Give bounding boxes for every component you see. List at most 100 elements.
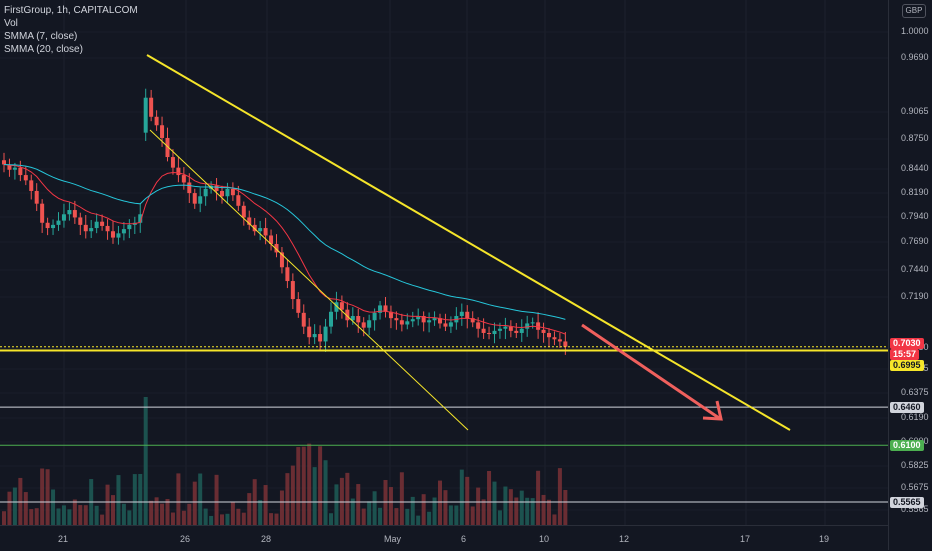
candle-body	[121, 229, 126, 234]
candle-body	[187, 182, 192, 194]
drawings	[146, 54, 791, 431]
volume-bar	[241, 512, 246, 525]
countdown-tag[interactable]: 15:57	[890, 348, 920, 360]
candle-body	[220, 190, 224, 197]
time-tick-label: 10	[539, 534, 550, 544]
candle-body	[383, 305, 388, 312]
price-tick-label: 0.6375	[901, 387, 929, 397]
last-price-tag[interactable]: 0.7030	[890, 337, 924, 349]
candle-body	[111, 231, 115, 238]
volume-bar	[372, 491, 377, 525]
candle-body	[372, 312, 377, 321]
candle-body	[525, 323, 530, 329]
candle-body	[541, 329, 546, 333]
volume-bar	[285, 473, 290, 525]
candle-body	[269, 235, 274, 244]
level-0610-tag[interactable]: 0.6100	[890, 440, 924, 452]
volume-bar	[361, 508, 366, 525]
candle-body	[198, 196, 203, 204]
volume-bar	[492, 481, 497, 525]
volume-bar	[45, 469, 50, 525]
candle-body	[143, 97, 148, 133]
channel-lower-line	[149, 129, 469, 431]
candle-body	[323, 326, 328, 342]
volume-bar	[438, 480, 442, 525]
volume-bar	[236, 508, 241, 525]
level-0646-tag[interactable]: 0.6460	[890, 402, 924, 414]
candle-body	[318, 334, 323, 342]
candle-body	[181, 175, 186, 183]
volume-bar	[209, 515, 214, 525]
candlesticks	[2, 88, 568, 355]
price-tick-label: 0.7190	[901, 291, 929, 301]
price-tick-label: 0.9065	[901, 106, 929, 116]
time-tick-label: 28	[261, 534, 272, 544]
time-axis[interactable]: 21 26 28 May 6 10 12 17 19	[0, 525, 888, 551]
candle-body	[530, 322, 535, 324]
candle-body	[67, 210, 72, 215]
candle-body	[329, 311, 333, 327]
candle-body	[339, 302, 344, 310]
support-level-tag[interactable]: 0.6995	[890, 360, 924, 372]
candle-body	[345, 309, 350, 321]
smma-slow-label[interactable]: SMMA (20, close)	[4, 44, 83, 55]
price-tick-label: 0.8750	[901, 133, 929, 143]
volume-bar	[176, 473, 181, 525]
candle-body	[23, 175, 28, 181]
candle-body	[301, 312, 306, 327]
volume-bar	[296, 447, 301, 525]
candle-body	[536, 322, 541, 330]
candle-body	[94, 221, 99, 229]
candle-body	[116, 233, 121, 238]
level-05565-tag[interactable]: 0.5565	[890, 497, 924, 508]
price-axis[interactable]: 1.0000 0.9690 0.9065 0.8750 0.8440 0.8190 0.79…	[888, 0, 932, 550]
candle-body	[508, 326, 513, 331]
volume-bar	[481, 499, 486, 525]
candle-body	[138, 214, 143, 223]
volume-bar	[432, 497, 437, 525]
candle-body	[290, 281, 295, 300]
volume-bar	[121, 503, 126, 525]
volume-bar	[443, 490, 448, 525]
smma-fast-label[interactable]: SMMA (7, close)	[4, 31, 78, 42]
volume-bar	[220, 514, 224, 525]
candle-body	[519, 328, 524, 333]
chart-canvas[interactable]	[0, 0, 888, 525]
candle-body	[176, 167, 181, 176]
candle-body	[476, 322, 481, 329]
candle-body	[307, 326, 312, 338]
volume-bar	[339, 477, 344, 525]
price-tick-label: 0.5675	[901, 482, 929, 492]
candle-body	[497, 328, 502, 331]
candle-body	[258, 228, 263, 232]
volume-bar	[56, 508, 61, 525]
volume-bar	[367, 501, 372, 525]
candle-body	[40, 203, 45, 223]
candle-body	[241, 205, 246, 218]
candle-body	[72, 210, 77, 218]
volume-bar	[329, 513, 333, 525]
price-chart[interactable]	[0, 0, 888, 525]
volume-bar	[503, 486, 508, 525]
volume-bar	[214, 474, 219, 525]
currency-badge[interactable]: GBP	[902, 4, 926, 18]
symbol-line[interactable]: FirstGroup, 1h, CAPITALCOM	[4, 5, 138, 16]
volume-bar	[290, 465, 295, 525]
candle-body	[18, 167, 23, 176]
volume-bar	[154, 497, 159, 525]
candle-body	[481, 328, 486, 333]
time-tick-label: 19	[819, 534, 830, 544]
volume-bar	[225, 513, 230, 525]
time-tick-label: 26	[180, 534, 191, 544]
price-tick-label: 0.6190	[901, 412, 929, 422]
volume-bar	[247, 493, 252, 525]
volume-label[interactable]: Vol	[4, 18, 18, 29]
candle-body	[410, 319, 415, 322]
volume-bar	[83, 505, 88, 525]
candle-body	[7, 164, 12, 170]
volume-bar	[356, 484, 361, 525]
candle-body	[334, 302, 339, 312]
volume-bar	[127, 510, 132, 525]
price-tick-label: 0.7440	[901, 264, 929, 274]
candle-body	[405, 321, 410, 325]
